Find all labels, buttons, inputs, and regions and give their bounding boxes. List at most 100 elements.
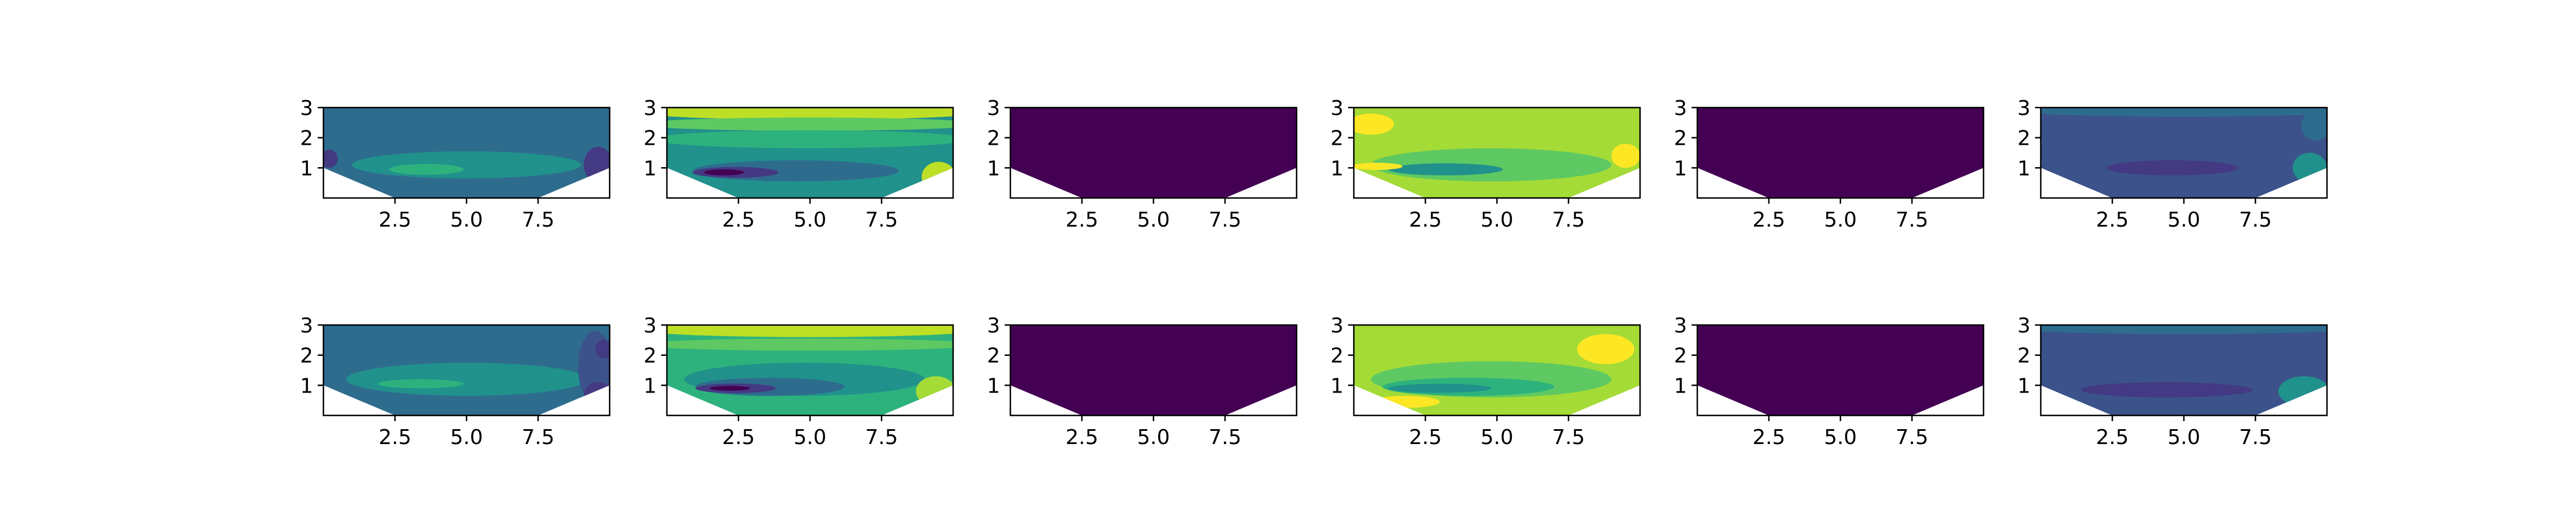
y-tick-label: 2 (300, 127, 313, 150)
contour-level (584, 146, 610, 183)
x-tick-label: 2.5 (722, 426, 754, 449)
y-tick-label: 3 (300, 314, 313, 338)
x-tick-label: 7.5 (1208, 208, 1241, 232)
contour-panel: 2.5 5.0 7.5 1 2 3 (2017, 314, 2328, 449)
y-tick-label: 1 (1674, 374, 1687, 398)
contour-fill (1697, 325, 1984, 415)
contour-fill (323, 325, 610, 415)
y-tick-label: 1 (2017, 374, 2030, 398)
contour-panel: 2.5 5.0 7.5 1 2 3 (1674, 314, 1985, 449)
x-tick-label: 5.0 (1480, 208, 1513, 232)
y-tick-label: 3 (987, 314, 1000, 338)
y-tick-label: 1 (300, 157, 313, 180)
contour-level (2041, 108, 2327, 117)
contour-level (1371, 395, 1440, 408)
contour-level (667, 325, 953, 338)
x-tick-label: 2.5 (1409, 208, 1441, 232)
contour-level (667, 130, 953, 149)
y-tick-label: 2 (1330, 344, 1344, 368)
y-tick-label: 3 (1674, 314, 1687, 338)
contour-fill (2041, 325, 2327, 415)
contour-level (323, 149, 338, 168)
y-tick-label: 2 (2017, 127, 2030, 150)
contour-level (2278, 376, 2327, 407)
contour-level-base (1697, 325, 1984, 415)
contour-panel: 2.5 5.0 7.5 1 2 3 (987, 97, 1298, 232)
y-tick-label: 3 (2017, 97, 2030, 120)
y-tick-label: 1 (2017, 157, 2030, 180)
contour-fill (1010, 325, 1297, 415)
x-tick-label: 5.0 (1137, 426, 1170, 449)
y-tick-label: 3 (2017, 314, 2030, 338)
x-tick-label: 5.0 (793, 208, 826, 232)
x-tick-label: 2.5 (378, 208, 411, 232)
x-tick-label: 7.5 (1895, 426, 1928, 449)
x-tick-label: 5.0 (1480, 426, 1513, 449)
x-tick-label: 5.0 (450, 208, 483, 232)
x-tick-label: 2.5 (722, 208, 754, 232)
y-tick-label: 2 (987, 344, 1000, 368)
y-tick-label: 1 (1330, 157, 1344, 180)
contour-level (2301, 110, 2327, 141)
y-tick-label: 2 (643, 127, 657, 150)
y-tick-label: 2 (1674, 344, 1687, 368)
contour-fill (1354, 108, 1640, 198)
contour-level (2081, 382, 2253, 398)
y-tick-label: 1 (1674, 157, 1687, 180)
x-tick-label: 2.5 (1065, 426, 1098, 449)
x-tick-label: 7.5 (865, 208, 898, 232)
y-tick-label: 2 (300, 344, 313, 368)
contour-level (1354, 163, 1402, 171)
contour-panel: 2.5 5.0 7.5 1 2 3 (2017, 97, 2328, 232)
y-tick-label: 2 (2017, 344, 2030, 368)
contour-panel: 2.5 5.0 7.5 1 2 3 (300, 314, 611, 449)
x-tick-label: 2.5 (2096, 426, 2128, 449)
contour-level (2293, 153, 2327, 183)
contour-level (1577, 334, 1634, 365)
x-tick-label: 5.0 (1137, 208, 1170, 232)
contour-level (1388, 163, 1503, 176)
contour-level (916, 376, 953, 407)
y-tick-label: 3 (643, 314, 657, 338)
contour-level (1371, 148, 1611, 182)
x-tick-label: 7.5 (1895, 208, 1928, 232)
contour-fill (1010, 108, 1297, 198)
x-tick-label: 5.0 (450, 426, 483, 449)
contour-fill (2041, 108, 2327, 198)
x-tick-label: 7.5 (1208, 426, 1241, 449)
contour-level-base (1010, 108, 1297, 198)
contour-level (667, 338, 953, 351)
y-tick-label: 2 (1330, 127, 1344, 150)
y-tick-label: 1 (1330, 374, 1344, 398)
x-tick-label: 5.0 (793, 426, 826, 449)
x-tick-label: 5.0 (1824, 208, 1856, 232)
contour-level (1388, 383, 1491, 393)
contour-level (667, 108, 953, 120)
contour-level (584, 382, 610, 407)
x-tick-label: 2.5 (1409, 426, 1441, 449)
contour-level (346, 362, 587, 396)
contour-level-base (2041, 108, 2327, 198)
contour-fill (1697, 108, 1984, 198)
x-tick-label: 5.0 (2167, 208, 2200, 232)
contour-fill (1354, 325, 1640, 415)
y-tick-label: 1 (300, 374, 313, 398)
x-tick-label: 2.5 (1065, 208, 1098, 232)
y-tick-label: 3 (1674, 97, 1687, 120)
contour-level (2041, 325, 2327, 334)
contour-level-base (1697, 108, 1984, 198)
contour-panel: 2.5 5.0 7.5 1 2 3 (643, 314, 954, 449)
x-tick-label: 7.5 (521, 426, 554, 449)
contour-level (704, 169, 744, 176)
x-tick-label: 2.5 (1752, 426, 1785, 449)
x-tick-label: 7.5 (1552, 426, 1585, 449)
contour-level-base (1010, 325, 1297, 415)
contour-level (378, 379, 464, 389)
contour-level (667, 117, 953, 131)
y-tick-label: 1 (643, 374, 657, 398)
contour-panel: 2.5 5.0 7.5 1 2 3 (300, 97, 611, 232)
y-tick-label: 2 (987, 127, 1000, 150)
contour-level (389, 164, 464, 175)
contour-panel: 2.5 5.0 7.5 1 2 3 (1330, 97, 1641, 232)
